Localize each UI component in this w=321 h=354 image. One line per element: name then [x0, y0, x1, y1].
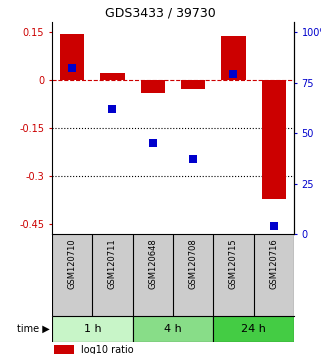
Bar — [181, 80, 205, 90]
Text: GSM120708: GSM120708 — [189, 238, 198, 289]
Bar — [221, 36, 246, 80]
Text: log10 ratio: log10 ratio — [81, 345, 134, 354]
Text: 4 h: 4 h — [164, 324, 182, 334]
Point — [150, 140, 155, 146]
Text: GSM120715: GSM120715 — [229, 238, 238, 289]
Bar — [60, 34, 84, 80]
Point — [70, 65, 75, 71]
Text: 24 h: 24 h — [241, 324, 266, 334]
Bar — [262, 80, 286, 199]
Bar — [52, 316, 133, 342]
Point — [231, 72, 236, 77]
Point — [191, 156, 196, 162]
Bar — [213, 316, 294, 342]
Text: GSM120648: GSM120648 — [148, 238, 157, 289]
Text: GSM120711: GSM120711 — [108, 238, 117, 289]
Text: GSM120710: GSM120710 — [68, 238, 77, 289]
Text: GSM120716: GSM120716 — [269, 238, 278, 289]
Text: 1 h: 1 h — [83, 324, 101, 334]
Bar — [133, 316, 213, 342]
Text: time ▶: time ▶ — [17, 324, 50, 334]
Point — [271, 223, 276, 229]
Bar — [100, 73, 125, 80]
Bar — [55, 345, 74, 354]
Point — [110, 106, 115, 112]
Text: GDS3433 / 39730: GDS3433 / 39730 — [105, 7, 216, 20]
Bar — [141, 80, 165, 93]
